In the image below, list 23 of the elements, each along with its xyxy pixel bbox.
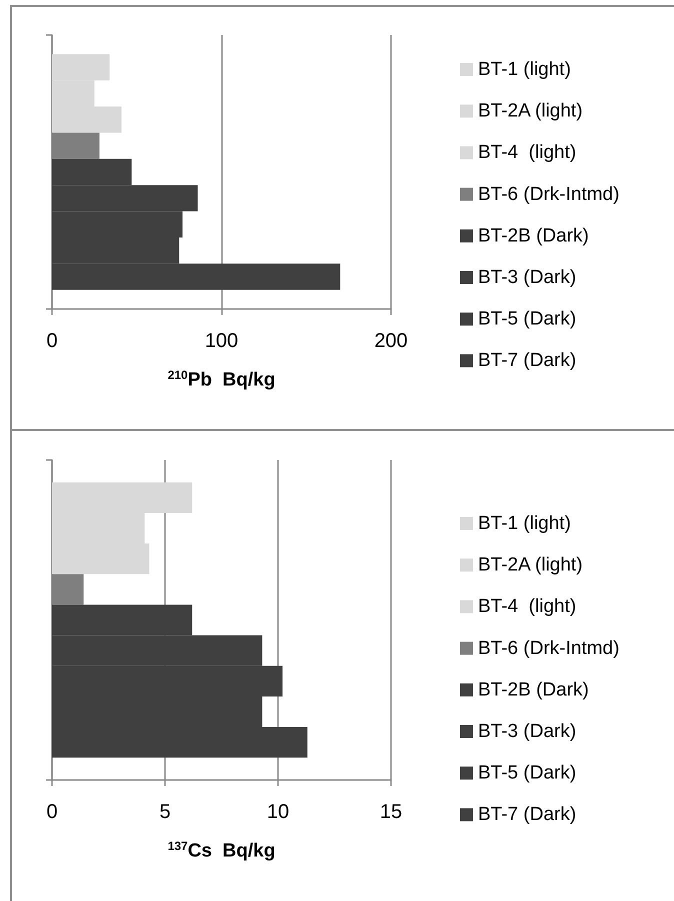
legend-label: BT-5 (Dark) [478, 308, 576, 330]
legend-label: BT-6 (Drk-Intmd) [478, 638, 620, 659]
legend-label: BT-1 (light) [478, 59, 571, 80]
legend-label: BT-2B (Dark) [478, 225, 589, 246]
legend-label: BT-2B (Dark) [478, 679, 589, 700]
legend-label: BT-3 (Dark) [478, 721, 576, 742]
x-tick-label: 5 [159, 801, 171, 823]
legend-label: BT-1 (light) [478, 513, 571, 534]
legend-label: BT-4 (light) [478, 596, 576, 618]
x-tick-label: 15 [380, 801, 402, 823]
legend-label: BT-2A (light) [478, 100, 583, 122]
x-tick-label: 200 [374, 330, 408, 352]
legend-label: BT-7 (Dark) [478, 350, 576, 372]
legend-label: BT-7 (Dark) [478, 804, 576, 826]
legend-label: BT-3 (Dark) [478, 267, 576, 288]
x-tick-label: 100 [204, 330, 238, 352]
legend-label: BT-4 (light) [478, 142, 576, 164]
legend-label: BT-5 (Dark) [478, 762, 576, 784]
x-tick-label: 0 [46, 330, 58, 352]
legend-label: BT-6 (Drk-Intmd) [478, 184, 620, 205]
x-tick-label: 10 [266, 801, 290, 823]
legend-label: BT-2A (light) [478, 554, 583, 576]
x-tick-label: 0 [46, 801, 58, 823]
